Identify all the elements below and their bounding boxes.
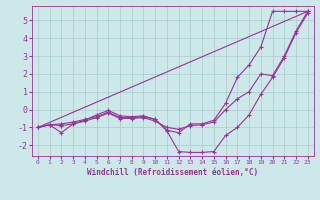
- X-axis label: Windchill (Refroidissement éolien,°C): Windchill (Refroidissement éolien,°C): [87, 168, 258, 177]
